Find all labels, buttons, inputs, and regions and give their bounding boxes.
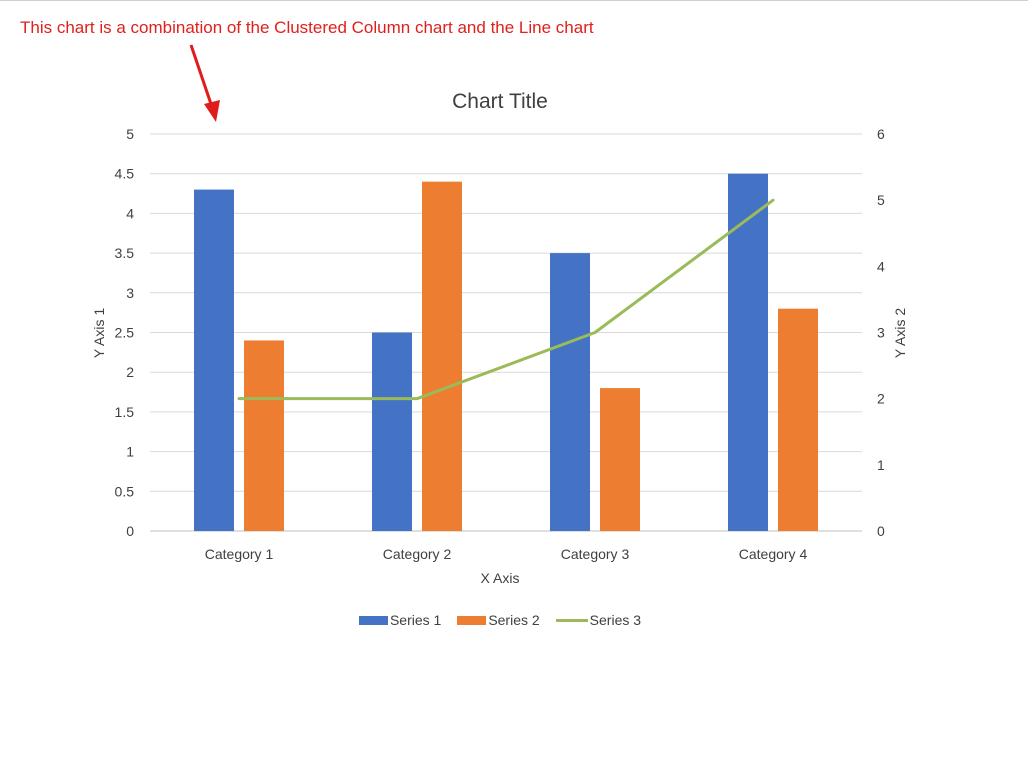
y-axis-2-tick-label: 5 xyxy=(877,192,885,208)
line-series-3-path xyxy=(237,198,775,401)
legend-item-series-2: Series 2 xyxy=(457,612,540,628)
annotation-text: This chart is a combination of the Clust… xyxy=(20,18,594,37)
bar-series-2 xyxy=(600,388,640,531)
y-axis-2-tick-label: 1 xyxy=(877,457,885,473)
x-axis-tick-label: Category 1 xyxy=(205,546,274,562)
x-axis-label: X Axis xyxy=(481,570,520,586)
y-axis-1-label: Y Axis 1 xyxy=(91,308,107,359)
y-axis-2-tick-label: 0 xyxy=(877,523,885,539)
bar-series-2 xyxy=(244,340,284,531)
y-axis-1-tick-label: 5 xyxy=(126,126,134,142)
x-axis-tick-label: Category 2 xyxy=(383,546,452,562)
bar-series-1 xyxy=(372,332,412,531)
y-axis-1-ticks: 0 0.5 1 1.5 2 2.5 3 3.5 4 4.5 5 xyxy=(115,126,135,539)
bar-series-2 xyxy=(778,308,818,531)
legend-label-series-1: Series 1 xyxy=(389,612,442,628)
y-axis-1-tick-label: 1.5 xyxy=(115,404,135,420)
y-axis-2-ticks: 0 1 2 3 4 5 6 xyxy=(877,126,885,539)
legend-item-series-3: Series 3 xyxy=(555,612,642,628)
annotation-arrow-icon xyxy=(189,44,220,122)
x-axis-tick-label: Category 4 xyxy=(739,546,808,562)
legend-label-series-2: Series 2 xyxy=(488,612,540,628)
y-axis-1-tick-label: 2 xyxy=(126,364,134,380)
y-axis-2-tick-label: 2 xyxy=(877,391,885,407)
y-axis-1-tick-label: 1 xyxy=(126,444,134,460)
legend-item-series-1: Series 1 xyxy=(358,612,442,628)
bar-series-2 xyxy=(422,181,462,531)
bar-series xyxy=(194,173,818,531)
y-axis-1-tick-label: 0 xyxy=(126,523,134,539)
y-axis-1-tick-label: 0.5 xyxy=(115,483,135,499)
x-axis-tick-label: Category 3 xyxy=(561,546,630,562)
line-series xyxy=(237,198,775,401)
y-axis-2-tick-label: 6 xyxy=(877,126,885,142)
y-axis-2-label: Y Axis 2 xyxy=(892,308,908,359)
legend-label-series-3: Series 3 xyxy=(589,612,642,628)
y-axis-1-tick-label: 4 xyxy=(126,205,134,221)
bar-series-1 xyxy=(194,189,234,531)
y-axis-1-tick-label: 3 xyxy=(126,285,134,301)
chart-title: Chart Title xyxy=(452,90,548,113)
y-axis-1-tick-label: 3.5 xyxy=(115,245,135,261)
bar-series-1 xyxy=(550,253,590,531)
y-axis-2-tick-label: 4 xyxy=(877,258,885,274)
y-axis-2-tick-label: 3 xyxy=(877,325,885,341)
y-axis-1-tick-label: 2.5 xyxy=(115,325,135,341)
legend-swatch-series-1 xyxy=(358,615,388,625)
bar-series-1 xyxy=(728,173,768,531)
x-axis-ticks: Category 1 Category 2 Category 3 Category 4 xyxy=(205,546,808,562)
legend-swatch-series-3 xyxy=(555,618,588,622)
legend: Series 1 Series 2 Series 3 xyxy=(0,612,1000,628)
y-axis-1-tick-label: 4.5 xyxy=(115,166,135,182)
legend-swatch-series-2 xyxy=(457,615,487,625)
top-border xyxy=(0,0,1028,1)
